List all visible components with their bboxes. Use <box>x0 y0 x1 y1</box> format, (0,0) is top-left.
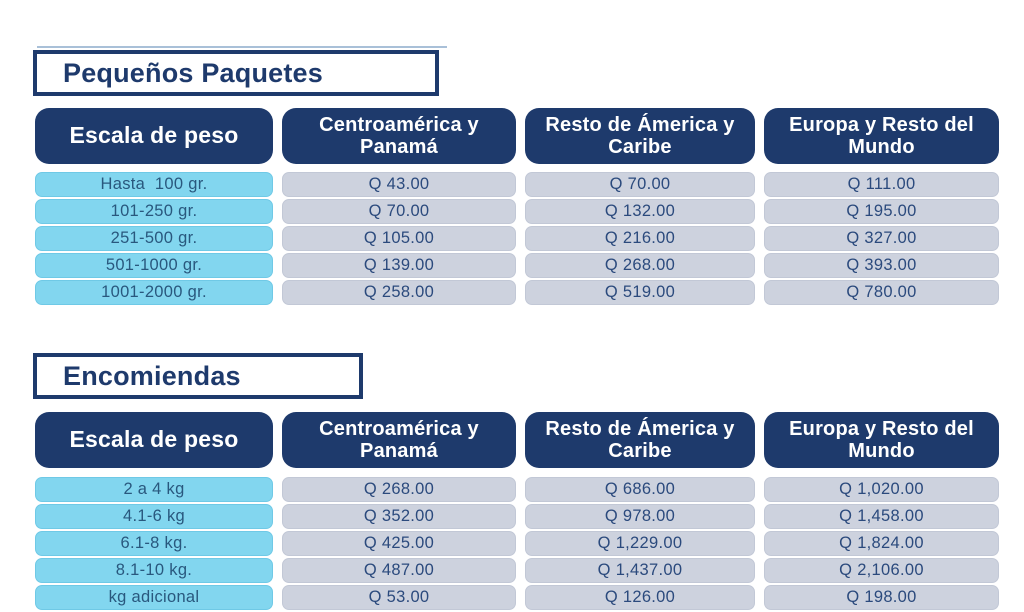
price-cell: Q 268.00 <box>525 253 755 278</box>
weight-cell: 8.1-10 kg. <box>35 558 273 583</box>
price-cell: Q 352.00 <box>282 504 516 529</box>
price-cell: Q 258.00 <box>282 280 516 305</box>
price-cell: Q 105.00 <box>282 226 516 251</box>
price-cell: Q 53.00 <box>282 585 516 610</box>
price-cell: Q 268.00 <box>282 477 516 502</box>
pequenos-paquetes-title: Pequeños Paquetes <box>63 57 323 88</box>
encomiendas-title: Encomiendas <box>63 360 241 391</box>
price-cell: Q 216.00 <box>525 226 755 251</box>
decorative-top-line <box>37 46 447 48</box>
price-cell: Q 686.00 <box>525 477 755 502</box>
weight-cell: Hasta 100 gr. <box>35 172 273 197</box>
header-europa-resto-mundo: Europa y Resto del Mundo <box>764 412 999 468</box>
weight-cell: kg adicional <box>35 585 273 610</box>
price-cell: Q 1,229.00 <box>525 531 755 556</box>
price-cell: Q 327.00 <box>764 226 999 251</box>
price-cell: Q 132.00 <box>525 199 755 224</box>
weight-cell: 101-250 gr. <box>35 199 273 224</box>
price-cell: Q 487.00 <box>282 558 516 583</box>
header-escala-de-peso: Escala de peso <box>35 108 273 164</box>
weight-cell: 4.1-6 kg <box>35 504 273 529</box>
header-europa-resto-mundo: Europa y Resto del Mundo <box>764 108 999 164</box>
price-cell: Q 780.00 <box>764 280 999 305</box>
price-cell: Q 195.00 <box>764 199 999 224</box>
price-cell: Q 139.00 <box>282 253 516 278</box>
price-cell: Q 70.00 <box>282 199 516 224</box>
price-cell: Q 2,106.00 <box>764 558 999 583</box>
weight-cell: 251-500 gr. <box>35 226 273 251</box>
price-cell: Q 1,824.00 <box>764 531 999 556</box>
header-resto-america-caribe: Resto de Ámerica y Caribe <box>525 412 755 468</box>
encomiendas-body: 2 a 4 kg Q 268.00 Q 686.00 Q 1,020.00 4.… <box>35 477 999 610</box>
price-cell: Q 519.00 <box>525 280 755 305</box>
price-cell: Q 43.00 <box>282 172 516 197</box>
pequenos-paquetes-title-box: Pequeños Paquetes <box>33 50 439 96</box>
weight-cell: 501-1000 gr. <box>35 253 273 278</box>
price-cell: Q 393.00 <box>764 253 999 278</box>
pequenos-paquetes-header-row: Escala de peso Centroamérica y Panamá Re… <box>35 108 999 164</box>
price-cell: Q 1,437.00 <box>525 558 755 583</box>
price-cell: Q 111.00 <box>764 172 999 197</box>
price-cell: Q 1,458.00 <box>764 504 999 529</box>
header-centroamerica-panama: Centroamérica y Panamá <box>282 412 516 468</box>
price-cell: Q 70.00 <box>525 172 755 197</box>
price-cell: Q 425.00 <box>282 531 516 556</box>
price-cell: Q 1,020.00 <box>764 477 999 502</box>
weight-cell: 1001-2000 gr. <box>35 280 273 305</box>
encomiendas-title-box: Encomiendas <box>33 353 363 399</box>
pequenos-paquetes-body: Hasta 100 gr. Q 43.00 Q 70.00 Q 111.00 1… <box>35 172 999 305</box>
weight-cell: 6.1-8 kg. <box>35 531 273 556</box>
header-resto-america-caribe: Resto de Ámerica y Caribe <box>525 108 755 164</box>
header-centroamerica-panama: Centroamérica y Panamá <box>282 108 516 164</box>
encomiendas-header-row: Escala de peso Centroamérica y Panamá Re… <box>35 412 999 468</box>
header-escala-de-peso: Escala de peso <box>35 412 273 468</box>
price-cell: Q 978.00 <box>525 504 755 529</box>
price-cell: Q 126.00 <box>525 585 755 610</box>
price-cell: Q 198.00 <box>764 585 999 610</box>
weight-cell: 2 a 4 kg <box>35 477 273 502</box>
